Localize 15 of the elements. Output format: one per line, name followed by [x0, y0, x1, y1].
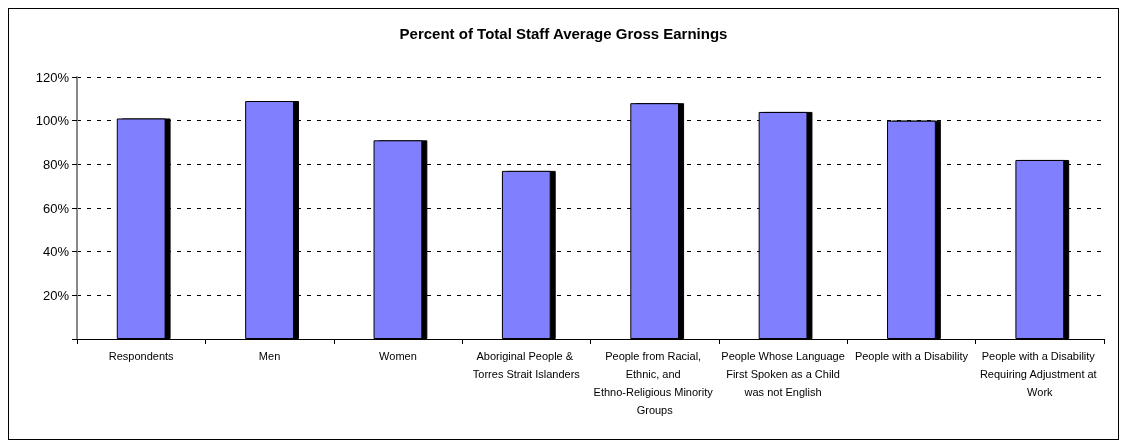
y-tick-label: 60%: [42, 200, 70, 216]
x-tick-label: Aboriginal People & Torres Strait Islanders: [472, 350, 581, 380]
x-tick-label: People Whose Language First Spoken as a Child was not English: [721, 350, 845, 398]
y-tick-label: 80%: [42, 156, 70, 172]
x-tick-label: Women: [379, 350, 417, 362]
x-tick-label: People with a Disability: [854, 350, 969, 362]
x-tick-label: Respondents: [108, 350, 175, 362]
x-tick-label: People from Racial, Ethnic, and Ethno-Religious Minority Groups: [593, 350, 716, 416]
x-tick-label: Men: [258, 350, 281, 362]
y-tick-label: 100%: [35, 113, 70, 129]
x-tick-label: People with a Disability Requiring Adjustment at Work: [979, 350, 1100, 398]
y-tick-label: 20%: [42, 287, 70, 303]
y-tick-label: 120%: [35, 69, 70, 85]
chart-title: Percent of Total Staff Average Gross Earnings: [399, 25, 728, 42]
y-tick-label: 40%: [42, 244, 70, 260]
